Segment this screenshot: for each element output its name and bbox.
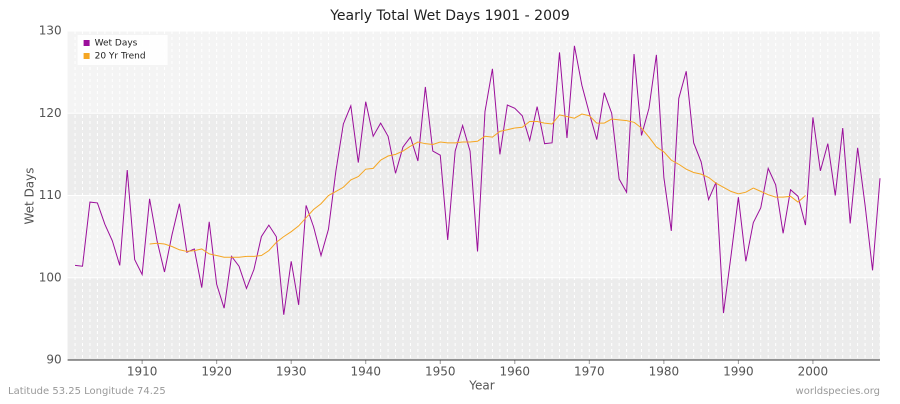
- plot-band: [67, 277, 881, 360]
- x-tick-label: 1940: [350, 365, 381, 379]
- x-tick-label: 1960: [500, 365, 531, 379]
- legend-swatch: [83, 53, 90, 59]
- x-tick-label: 1970: [574, 365, 605, 379]
- y-tick-label: 90: [46, 353, 61, 367]
- y-tick-label: 100: [39, 270, 62, 284]
- footer-left: Latitude 53.25 Longitude 74.25: [8, 386, 166, 397]
- legend-swatch: [83, 40, 90, 46]
- x-tick-label: 1980: [649, 365, 680, 379]
- legend-label: Wet Days: [95, 39, 138, 49]
- legend-label: 20 Yr Trend: [95, 52, 146, 62]
- series-line: [149, 113, 806, 258]
- x-tick-label: 1990: [723, 365, 754, 379]
- x-tick-label: 1950: [425, 365, 456, 379]
- x-tick-label: 1910: [127, 365, 158, 379]
- legend-box: [77, 35, 168, 65]
- y-tick-label: 120: [39, 106, 62, 120]
- y-axis-label: Wet Days: [23, 167, 37, 224]
- x-tick-label: 2000: [798, 365, 829, 379]
- y-tick-label: 110: [39, 188, 62, 202]
- plot-band: [67, 113, 881, 196]
- chart-title: Yearly Total Wet Days 1901 - 2009: [329, 8, 570, 24]
- x-tick-label: 1920: [201, 365, 232, 379]
- footer-right: worldspecies.org: [796, 386, 880, 397]
- x-tick-label: 1930: [276, 365, 307, 379]
- x-axis-label: Year: [468, 379, 494, 393]
- series-line: [74, 45, 881, 315]
- y-tick-label: 130: [39, 24, 62, 38]
